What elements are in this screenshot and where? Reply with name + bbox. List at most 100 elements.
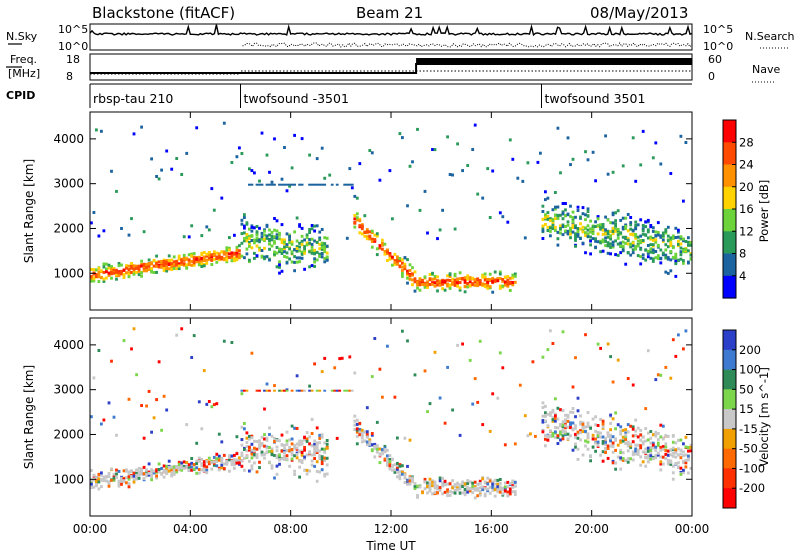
heatmap-cell bbox=[177, 262, 181, 266]
heatmap-cell bbox=[476, 494, 480, 498]
heatmap-cell bbox=[318, 230, 322, 234]
heatmap-cell bbox=[140, 404, 143, 407]
heatmap-cell bbox=[571, 230, 575, 234]
heatmap-cell bbox=[263, 233, 266, 237]
heatmap-cell bbox=[564, 424, 567, 428]
heatmap-cell bbox=[559, 231, 562, 235]
heatmap-cell bbox=[636, 450, 640, 454]
heatmap-cell bbox=[468, 486, 472, 490]
heatmap-cell bbox=[386, 463, 389, 467]
heatmap-cell bbox=[609, 439, 612, 443]
heatmap-cell bbox=[323, 246, 327, 250]
heatmap-cell bbox=[92, 279, 96, 283]
heatmap-cell bbox=[142, 269, 146, 273]
heatmap-cell bbox=[478, 489, 482, 493]
heatmap-cell bbox=[396, 468, 399, 472]
heatmap-cell bbox=[496, 485, 500, 489]
heatmap-cell bbox=[677, 447, 680, 451]
heatmap-cell bbox=[97, 275, 101, 279]
heatmap-cell bbox=[315, 389, 319, 392]
heatmap-cell bbox=[110, 267, 113, 271]
heatmap-cell bbox=[629, 445, 633, 449]
heatmap-cell bbox=[388, 467, 392, 471]
heatmap-cell bbox=[661, 455, 665, 459]
heatmap-cell bbox=[481, 488, 485, 492]
heatmap-cell bbox=[365, 430, 369, 434]
heatmap-cell bbox=[569, 434, 572, 438]
heatmap-cell bbox=[215, 255, 219, 259]
heatmap-cell bbox=[228, 246, 231, 250]
heatmap-cell bbox=[473, 377, 477, 381]
heatmap-cell bbox=[619, 456, 623, 460]
heatmap-cell bbox=[125, 271, 128, 275]
heatmap-cell bbox=[393, 262, 397, 266]
heatmap-cell bbox=[165, 466, 169, 470]
heatmap-cell bbox=[378, 178, 382, 182]
heatmap-cell bbox=[255, 225, 259, 228]
heatmap-cell bbox=[167, 465, 171, 469]
heatmap-cell bbox=[192, 463, 196, 466]
heatmap-cell bbox=[481, 196, 485, 200]
heatmap-cell bbox=[408, 164, 412, 168]
heatmap-cell bbox=[669, 460, 673, 464]
heatmap-cell bbox=[278, 389, 281, 392]
x-tick-label: 04:00 bbox=[173, 522, 208, 536]
heatmap-cell bbox=[258, 466, 261, 470]
heatmap-cell bbox=[182, 262, 186, 266]
heatmap-cell bbox=[122, 479, 126, 483]
heatmap-cell bbox=[596, 215, 600, 219]
heatmap-cell bbox=[185, 257, 189, 261]
x-tick-label: 12:00 bbox=[374, 522, 409, 536]
heatmap-cell bbox=[127, 233, 131, 237]
heatmap-cell bbox=[651, 251, 655, 255]
heatmap-cell bbox=[486, 482, 490, 486]
heatmap-cell bbox=[448, 279, 452, 282]
heatmap-cell bbox=[579, 215, 582, 219]
heatmap-cell bbox=[187, 235, 191, 239]
heatmap-cell bbox=[313, 248, 316, 252]
heatmap-cell bbox=[431, 281, 434, 285]
heatmap-cell bbox=[513, 484, 517, 488]
heatmap-cell bbox=[285, 189, 289, 193]
heatmap-cell bbox=[621, 216, 625, 220]
heatmap-cell bbox=[290, 457, 294, 461]
heatmap-cell bbox=[278, 260, 281, 264]
heatmap-cell bbox=[248, 258, 251, 262]
heatmap-cell bbox=[205, 258, 209, 262]
heatmap-cell bbox=[428, 283, 432, 286]
heatmap-cell bbox=[428, 485, 432, 489]
heatmap-cell bbox=[127, 275, 131, 279]
power-colorbar-label: Power [dB] bbox=[757, 180, 771, 243]
heatmap-cell bbox=[463, 491, 467, 495]
heatmap-cell bbox=[248, 183, 251, 186]
heatmap-cell bbox=[230, 460, 234, 463]
heatmap-cell bbox=[197, 260, 201, 264]
heatmap-cell bbox=[248, 469, 251, 473]
heatmap-cell bbox=[441, 287, 444, 291]
heatmap-cell bbox=[666, 460, 670, 464]
heatmap-cell bbox=[448, 490, 452, 494]
heatmap-cell bbox=[323, 183, 327, 186]
heatmap-cell bbox=[122, 268, 126, 272]
heatmap-cell bbox=[604, 446, 607, 450]
heatmap-cell bbox=[556, 426, 560, 430]
heatmap-cell bbox=[278, 183, 281, 186]
heatmap-cell bbox=[589, 227, 592, 231]
heatmap-cell bbox=[677, 258, 680, 262]
heatmap-cell bbox=[511, 273, 515, 277]
y-tick-label: 3000 bbox=[53, 383, 84, 397]
heatmap-cell bbox=[355, 442, 359, 446]
heatmap-cell bbox=[609, 230, 612, 234]
heatmap-cell bbox=[436, 283, 439, 287]
heatmap-cell bbox=[393, 468, 397, 472]
heatmap-cell bbox=[581, 230, 585, 234]
heatmap-cell bbox=[243, 427, 246, 431]
heatmap-cell bbox=[90, 275, 93, 279]
heatmap-cell bbox=[391, 263, 394, 267]
heatmap-cell bbox=[619, 448, 623, 452]
heatmap-cell bbox=[330, 183, 334, 186]
heatmap-cell bbox=[684, 247, 688, 251]
heatmap-cell bbox=[682, 259, 685, 263]
heatmap-cell bbox=[634, 223, 638, 227]
heatmap-cell bbox=[546, 424, 550, 428]
